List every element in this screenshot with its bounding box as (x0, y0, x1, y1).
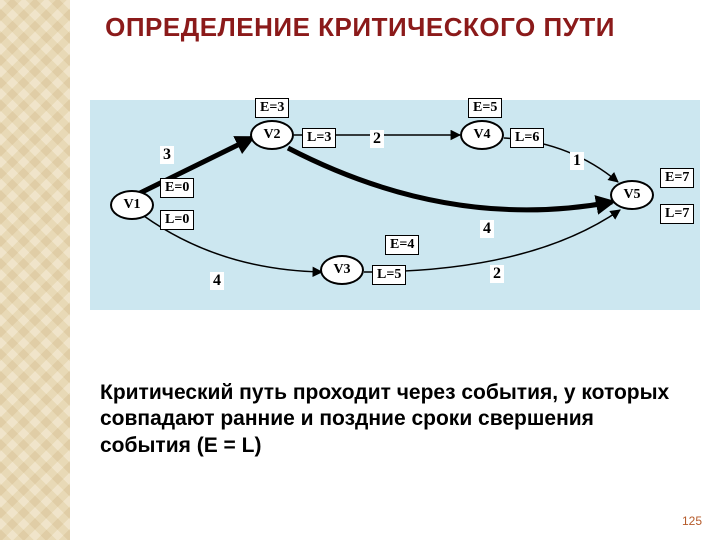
el-label: L=0 (160, 210, 194, 230)
el-label: E=7 (660, 168, 694, 188)
critical-path-diagram: V1 V2 V3 V4 V5 E=3 L=3 E=0 L=0 E=5 L=6 E=4 L=5 E=7 L=… (90, 100, 700, 310)
page-number: 125 (682, 514, 702, 528)
el-label: L=7 (660, 204, 694, 224)
node-v2: V2 (250, 120, 294, 150)
el-label: E=0 (160, 178, 194, 198)
node-v4: V4 (460, 120, 504, 150)
node-v3: V3 (320, 255, 364, 285)
decorative-pattern (0, 0, 70, 540)
el-label: E=3 (255, 98, 289, 118)
node-v5: V5 (610, 180, 654, 210)
el-label: E=5 (468, 98, 502, 118)
edge-weight: 2 (370, 130, 384, 148)
el-label: L=5 (372, 265, 406, 285)
el-label: L=6 (510, 128, 544, 148)
el-label: E=4 (385, 235, 419, 255)
edge-weight: 4 (210, 272, 224, 290)
edge-v2-v5 (288, 148, 612, 210)
edge-weight: 2 (490, 265, 504, 283)
slide-title: ОПРЕДЕЛЕНИЕ КРИТИЧЕСКОГО ПУТИ (0, 12, 720, 43)
node-v1: V1 (110, 190, 154, 220)
edge-weight: 1 (570, 152, 584, 170)
edge-weight: 3 (160, 146, 174, 164)
el-label: L=3 (302, 128, 336, 148)
body-text: Критический путь проходит через события,… (100, 380, 680, 459)
edge-weight: 4 (480, 220, 494, 238)
edge-v1-v2 (138, 138, 252, 194)
